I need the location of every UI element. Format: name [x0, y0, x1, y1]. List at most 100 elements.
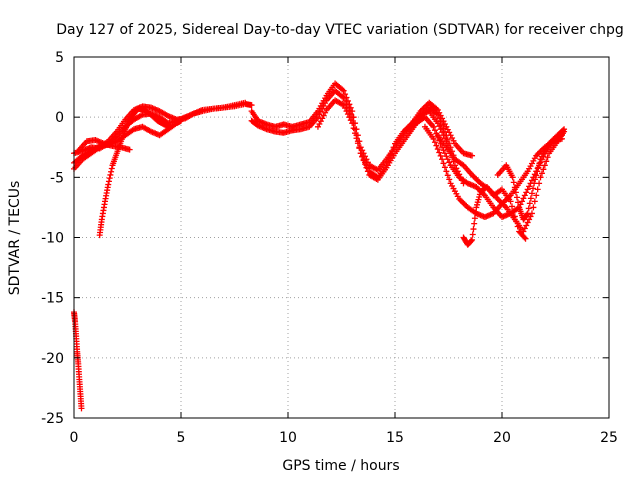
data-point [360, 156, 367, 163]
data-point [471, 220, 478, 227]
data-point [444, 156, 451, 163]
data-point [440, 160, 447, 167]
data-point [460, 200, 467, 207]
data-point [536, 160, 543, 167]
series-arc-early-steep [71, 309, 85, 412]
data-point [248, 102, 255, 109]
data-point [510, 208, 517, 215]
data-point [510, 179, 517, 186]
data-point [352, 130, 359, 137]
data-point [446, 159, 453, 166]
data-point [356, 145, 363, 152]
data-point [540, 166, 547, 173]
data-point [126, 146, 133, 153]
data-point [317, 108, 324, 115]
data-point [441, 150, 448, 157]
data-point [349, 120, 356, 127]
data-point [430, 123, 437, 130]
data-point [518, 198, 525, 205]
data-point [525, 205, 532, 212]
y-tick-label: -15 [41, 291, 64, 307]
data-point [532, 176, 539, 183]
data-point [320, 112, 327, 119]
y-axis-label: SDTVAR / TECUs [7, 181, 23, 296]
data-point [316, 111, 323, 118]
data-point [508, 203, 515, 210]
data-point [470, 226, 477, 233]
data-point [468, 237, 475, 244]
data-point [340, 102, 347, 109]
data-point [511, 184, 518, 191]
data-point [457, 197, 464, 204]
axis-ticks [73, 56, 610, 419]
data-point [390, 144, 397, 151]
series-arc-mid-2 [248, 87, 458, 183]
data-point [436, 115, 443, 122]
data-point [535, 164, 542, 171]
series-arc-late-5 [494, 126, 568, 223]
y-tick-labels: 5 0 -5 -10 -15 -20 -25 [41, 50, 64, 427]
data-point [474, 177, 481, 184]
data-point [533, 172, 540, 179]
data-point [531, 198, 538, 205]
data-point [436, 123, 443, 130]
data-point [362, 159, 369, 166]
y-tick-label: 5 [55, 50, 64, 66]
data-point [512, 189, 519, 196]
data-point [322, 109, 329, 116]
x-tick-label: 25 [600, 430, 618, 446]
data-point [469, 236, 476, 243]
data-point [106, 175, 113, 182]
data-point [527, 195, 534, 202]
data-point [515, 199, 522, 206]
data-point [471, 174, 478, 181]
data-point [364, 165, 371, 172]
data-point [343, 108, 350, 115]
data-point [446, 176, 453, 183]
data-point [342, 105, 349, 112]
y-tick-label: -20 [41, 351, 64, 367]
data-points [71, 80, 568, 412]
data-point [434, 120, 441, 127]
data-point [431, 139, 438, 146]
data-point [523, 211, 530, 218]
y-tick-label: 0 [55, 110, 64, 126]
data-point [523, 189, 530, 196]
chart-title: Day 127 of 2025, Sidereal Day-to-day VTE… [56, 22, 624, 38]
data-point [383, 162, 390, 169]
data-point [440, 147, 447, 154]
data-point [541, 162, 548, 169]
data-point [105, 178, 112, 185]
grid [74, 57, 609, 418]
data-point [105, 181, 112, 188]
data-point [350, 125, 357, 132]
data-point [316, 120, 323, 127]
series-arc-late-4 [460, 183, 529, 248]
x-tick-label: 5 [177, 430, 186, 446]
data-point [178, 117, 184, 124]
data-point [340, 87, 347, 94]
data-point [107, 171, 114, 178]
data-point [319, 115, 326, 122]
data-point [513, 218, 520, 225]
data-point [363, 162, 370, 169]
x-axis-label: GPS time / hours [282, 458, 399, 474]
data-point [441, 135, 448, 142]
data-point [389, 147, 396, 154]
data-point [511, 213, 518, 220]
data-point [528, 177, 535, 184]
data-point [538, 170, 545, 177]
data-point [543, 158, 550, 165]
data-point [440, 132, 447, 139]
x-tick-label: 20 [493, 430, 511, 446]
data-point [509, 174, 516, 181]
data-point [471, 215, 478, 222]
data-point [434, 146, 441, 153]
data-point [387, 151, 394, 158]
series-arc-band-4 [75, 137, 133, 154]
data-point [357, 150, 364, 157]
data-point [470, 173, 477, 180]
data-point [459, 198, 466, 205]
data-point [514, 223, 521, 230]
data-point [526, 200, 533, 207]
